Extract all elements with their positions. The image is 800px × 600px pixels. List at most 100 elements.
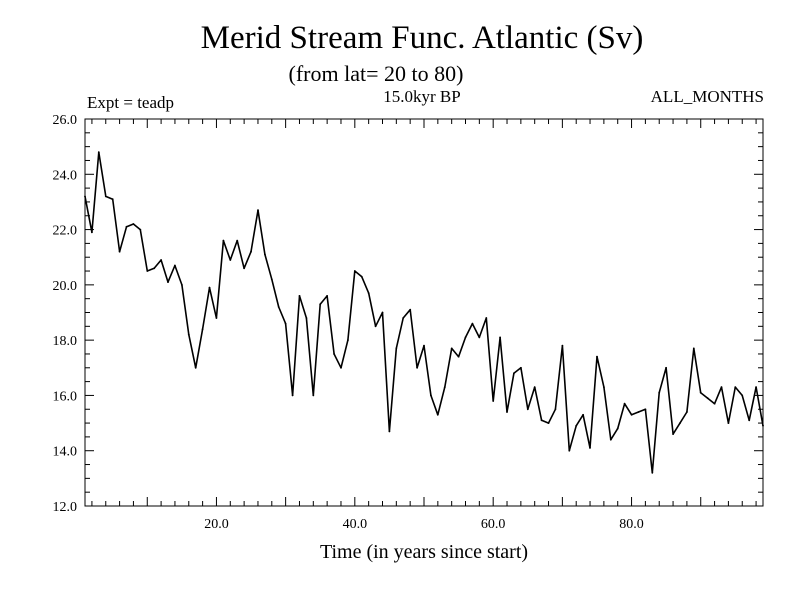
data-point	[713, 402, 716, 405]
data-point	[630, 413, 633, 416]
x-axis-ticks	[91, 119, 757, 506]
data-point	[741, 394, 744, 397]
data-point	[471, 322, 474, 325]
y-tick-label: 12.0	[53, 500, 78, 515]
data-point	[125, 225, 128, 228]
data-point	[409, 308, 412, 311]
data-point	[104, 195, 107, 198]
data-point	[360, 275, 363, 278]
data-point	[609, 438, 612, 441]
data-point	[298, 295, 301, 297]
x-tick-label: 40.0	[343, 517, 368, 532]
period-label: 15.0kyr BP	[383, 87, 460, 106]
data-point	[333, 353, 335, 355]
data-point	[596, 355, 598, 358]
data-point	[644, 408, 647, 411]
data-point	[187, 333, 190, 336]
data-point	[222, 239, 225, 242]
series-line-teadp	[84, 151, 764, 474]
data-point	[450, 347, 453, 350]
data-point	[547, 422, 550, 424]
data-point	[340, 366, 342, 369]
data-point	[672, 433, 674, 435]
data-point	[554, 408, 557, 411]
data-point	[436, 413, 439, 416]
data-point	[243, 267, 246, 270]
data-point	[181, 284, 183, 286]
data-point	[194, 366, 197, 369]
data-point	[312, 394, 315, 397]
data-point	[374, 325, 377, 328]
data-point	[478, 336, 481, 339]
data-point	[506, 411, 508, 413]
chart-subtitle: (from lat= 20 to 80)	[289, 61, 464, 86]
data-point	[215, 317, 218, 319]
data-point	[561, 344, 564, 347]
data-point	[132, 223, 135, 225]
data-point	[111, 198, 114, 201]
months-label: ALL_MONTHS	[651, 87, 764, 106]
data-point	[118, 250, 121, 253]
y-tick-label: 24.0	[53, 168, 78, 183]
data-point	[706, 397, 709, 400]
data-point	[651, 471, 654, 474]
data-point	[575, 424, 578, 427]
data-point	[513, 372, 515, 375]
data-point	[167, 281, 169, 283]
data-point	[291, 394, 294, 397]
data-point	[381, 311, 384, 314]
data-point	[153, 267, 156, 270]
data-point	[84, 195, 86, 198]
y-tick-label: 26.0	[53, 113, 78, 128]
data-point	[637, 411, 640, 413]
data-point	[402, 317, 405, 319]
data-point	[326, 295, 328, 297]
data-point	[160, 259, 163, 261]
data-point	[464, 336, 467, 339]
experiment-label: Expt = teadp	[87, 93, 174, 112]
data-point	[236, 239, 239, 242]
data-point	[430, 394, 432, 397]
data-point	[699, 391, 702, 394]
data-point	[589, 447, 591, 449]
data-point	[485, 317, 488, 319]
chart-title: Merid Stream Func. Atlantic (Sv)	[201, 20, 644, 56]
data-point	[347, 339, 349, 341]
data-point	[568, 449, 571, 452]
data-point	[499, 336, 501, 339]
data-point	[319, 303, 322, 306]
data-point	[353, 270, 356, 272]
y-tick-label: 14.0	[53, 445, 78, 460]
data-point	[443, 386, 446, 388]
y-axis-tick-labels: 12.0 14.0 16.0 18.0 20.0 22.0 24.0 26.0	[53, 113, 78, 515]
data-point	[264, 253, 266, 256]
data-point	[97, 151, 100, 154]
data-point	[603, 386, 605, 388]
data-point	[623, 402, 626, 405]
data-point	[457, 355, 460, 358]
data-point	[658, 391, 661, 394]
data-point	[229, 259, 232, 261]
series-points	[84, 151, 764, 474]
data-point	[692, 347, 695, 350]
data-point	[367, 292, 370, 295]
data-point	[616, 427, 619, 430]
data-point	[257, 209, 259, 212]
x-tick-label: 80.0	[619, 517, 644, 532]
data-point	[208, 286, 211, 289]
data-point	[277, 306, 280, 308]
data-point	[416, 366, 418, 369]
data-point	[139, 228, 142, 231]
data-point	[720, 386, 723, 388]
data-point	[665, 366, 667, 369]
data-point	[305, 317, 308, 319]
data-point	[582, 413, 584, 416]
data-point	[492, 400, 495, 402]
data-point	[520, 366, 522, 369]
data-point	[250, 250, 252, 253]
x-axis-label: Time (in years since start)	[320, 541, 528, 563]
data-point	[423, 344, 425, 347]
data-point	[395, 347, 398, 350]
data-point	[146, 270, 149, 272]
